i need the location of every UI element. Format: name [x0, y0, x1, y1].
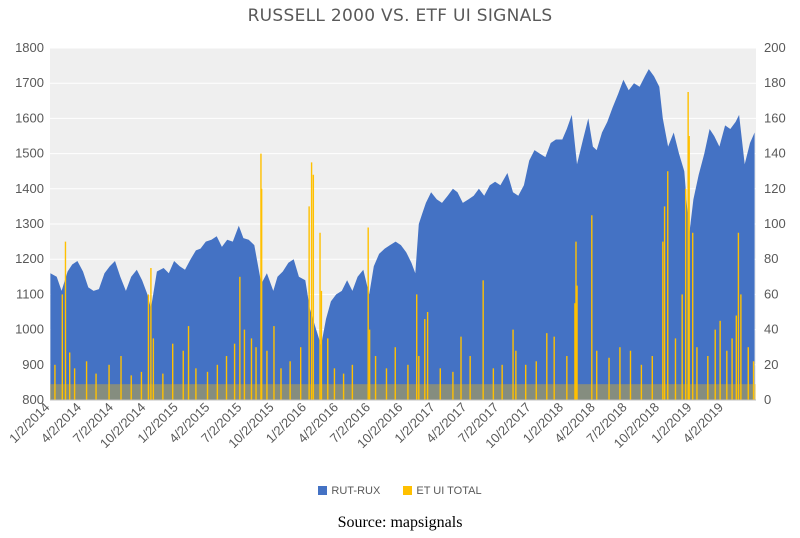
y-left-tick-label: 800 [22, 392, 44, 407]
y-left-tick-label: 1300 [15, 216, 44, 231]
legend: RUT-RUX ET UI TOTAL [0, 485, 800, 497]
y-right-tick-label: 80 [764, 251, 778, 266]
y-left-tick-label: 1100 [16, 286, 44, 301]
legend-item-et-ui-total: ET UI TOTAL [403, 485, 482, 497]
legend-item-rut-rux: RUT-RUX [318, 485, 380, 497]
y-left-tick-label: 1500 [15, 146, 44, 161]
y-right-tick-label: 160 [764, 110, 786, 125]
rut-rux-area-layer [50, 69, 755, 400]
y-left-tick-label: 1000 [15, 322, 44, 337]
y-axis-right: 0 20 40 60 80 100 120 140 160 180 200 [764, 40, 786, 407]
y-left-tick-label: 1700 [15, 75, 44, 90]
y-left-tick-label: 1600 [15, 110, 44, 125]
legend-swatch-rut-rux [318, 486, 328, 495]
y-axis-left: 800 900 1000 1100 1200 1300 1400 1500 1600 1700 18… [15, 40, 44, 407]
y-right-tick-label: 120 [764, 181, 786, 196]
y-right-tick-label: 180 [764, 75, 786, 90]
y-left-tick-label: 1200 [15, 251, 44, 266]
y-right-tick-label: 40 [764, 322, 778, 337]
y-right-tick-label: 20 [764, 357, 778, 372]
et-ui-total-spike-layer [50, 92, 756, 400]
y-left-tick-label: 1400 [15, 181, 44, 196]
y-left-tick-label: 900 [22, 357, 44, 372]
y-right-tick-label: 140 [764, 146, 786, 161]
legend-swatch-et-ui-total [403, 486, 413, 495]
legend-label-et-ui-total: ET UI TOTAL [416, 485, 482, 497]
chart-svg: 8009001000110012001300140015001600170018… [6, 40, 786, 451]
y-right-tick-label: 0 [764, 392, 771, 407]
y-right-tick-label: 60 [764, 286, 778, 301]
chart-title: RUSSELL 2000 VS. ETF UI SIGNALS [247, 6, 553, 26]
y-left-tick-label: 1800 [15, 40, 44, 55]
y-right-tick-label: 100 [764, 216, 786, 231]
chart-container: RUSSELL 2000 VS. ETF UI SIGNALS 800 900 10… [0, 6, 800, 497]
x-axis: 1/2/20144/2/20147/2/201410/2/20141/2/201… [6, 399, 756, 451]
series-baseline-et-ui-total [50, 384, 756, 400]
y-right-tick-label: 200 [764, 40, 786, 55]
legend-label-rut-rux: RUT-RUX [331, 485, 381, 497]
source-caption: Source: mapsignals [337, 514, 463, 531]
series-area-rut-rux [50, 69, 755, 400]
